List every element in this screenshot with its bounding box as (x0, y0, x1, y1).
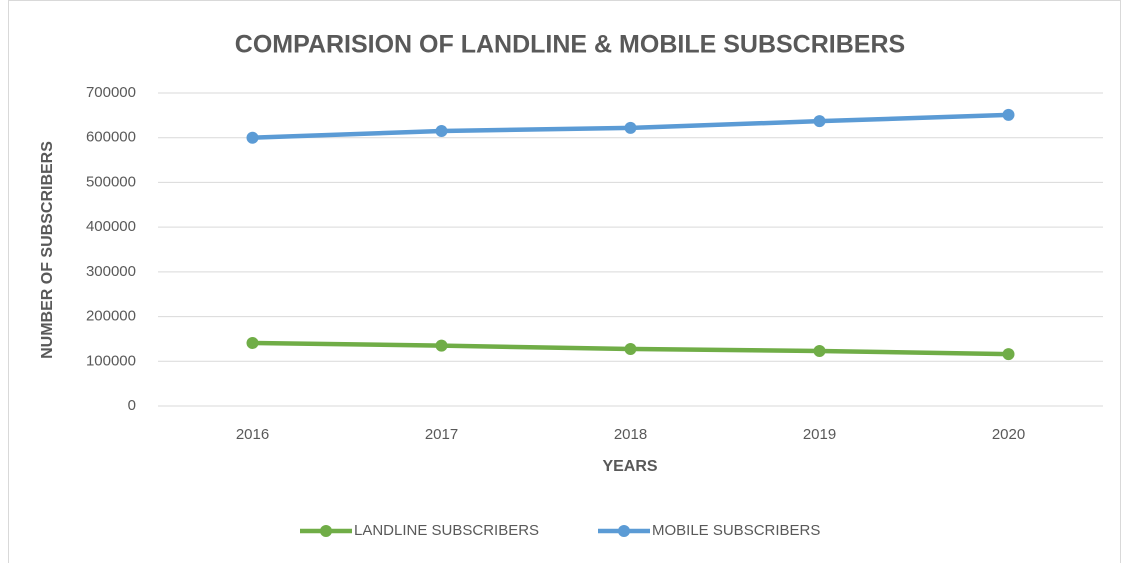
y-tick-label: 300000 (86, 263, 136, 280)
legend-label: MOBILE SUBSCRIBERS (652, 522, 820, 539)
data-point (1002, 108, 1015, 121)
y-tick-label: 400000 (86, 218, 136, 235)
x-tick-label: 2018 (614, 426, 647, 443)
data-point (435, 125, 448, 138)
y-tick-label: 200000 (86, 308, 136, 325)
data-point (624, 121, 637, 134)
data-point (813, 345, 826, 358)
legend-marker (320, 525, 332, 537)
y-tick-label: 100000 (86, 352, 136, 369)
y-tick-label: 0 (128, 397, 136, 414)
chart-title: COMPARISION OF LANDLINE & MOBILE SUBSCRI… (235, 31, 905, 59)
x-tick-label: 2019 (803, 426, 836, 443)
x-tick-label: 2017 (425, 426, 458, 443)
y-axis-label: NUMBER OF SUBSCRIBERS (39, 141, 56, 359)
chart-border (8, 0, 1121, 563)
data-point (435, 339, 448, 352)
y-tick-label: 700000 (86, 84, 136, 101)
data-point (246, 336, 259, 349)
y-tick-label: 600000 (86, 129, 136, 146)
data-point (1002, 348, 1015, 361)
legend-marker (618, 525, 630, 537)
data-point (246, 131, 259, 144)
y-tick-label: 500000 (86, 173, 136, 190)
data-point (813, 115, 826, 128)
data-point (624, 342, 637, 355)
x-tick-label: 2016 (236, 426, 269, 443)
x-tick-label: 2020 (992, 426, 1025, 443)
legend-label: LANDLINE SUBSCRIBERS (354, 522, 539, 539)
x-axis-label: YEARS (602, 458, 657, 475)
